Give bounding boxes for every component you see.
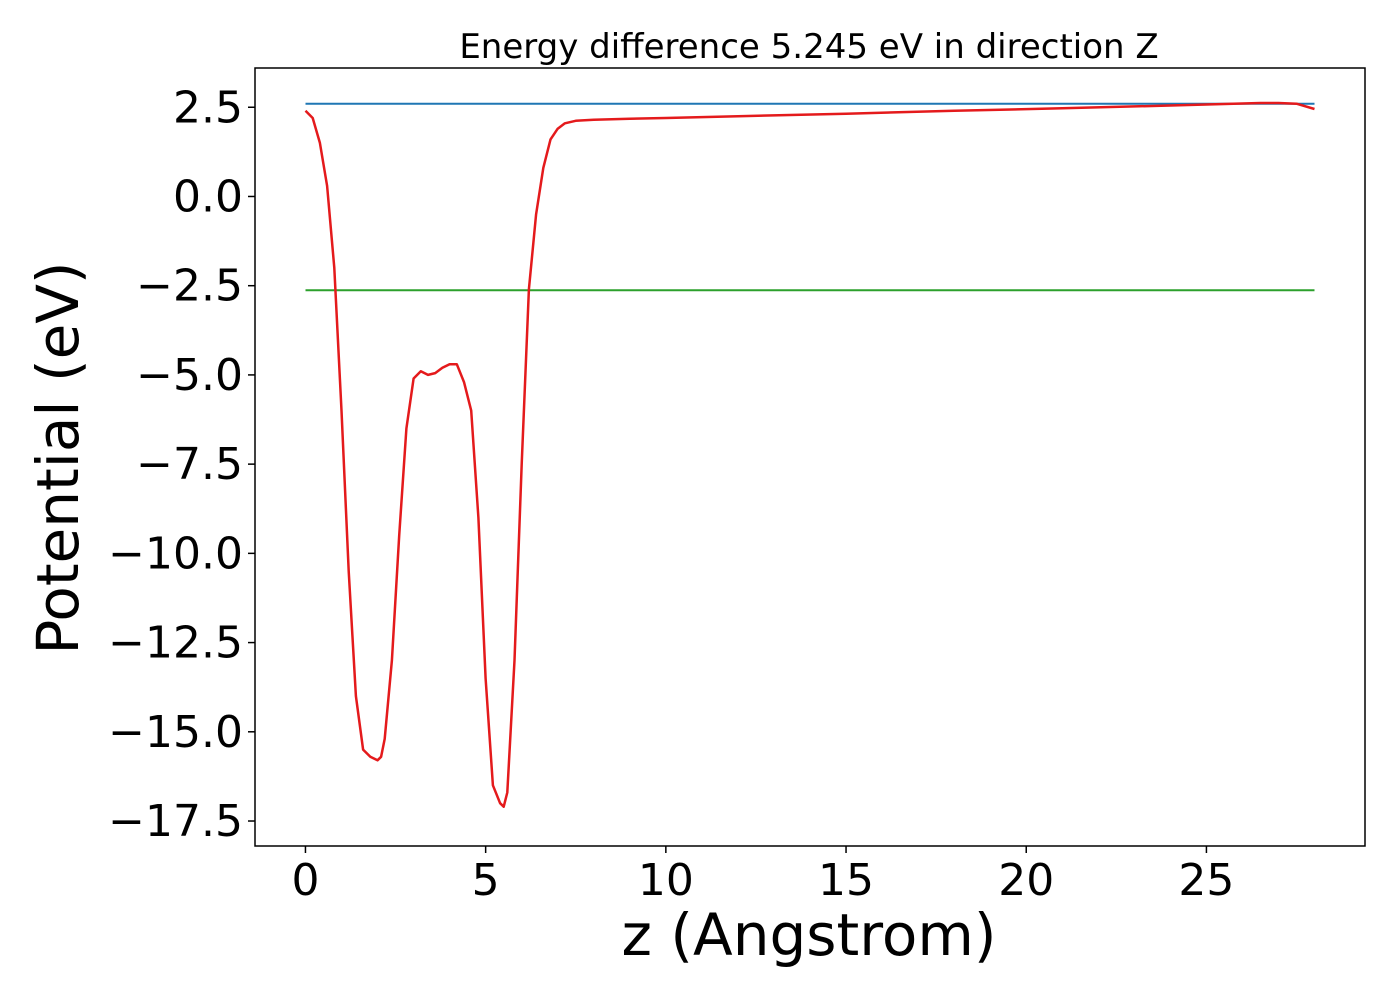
- x-tick-label: 20: [998, 855, 1054, 906]
- y-tick-label: −17.5: [108, 796, 243, 847]
- x-tick-label: 15: [818, 855, 874, 906]
- y-tick-label: −5.0: [136, 350, 243, 401]
- y-tick-label: −2.5: [136, 261, 243, 312]
- y-axis-label: Potential (eV): [24, 261, 92, 654]
- x-tick-label: 0: [291, 855, 319, 906]
- axes-frame: [254, 67, 1366, 847]
- y-tick-label: −7.5: [136, 439, 243, 490]
- x-axis-label: z (Angstrom): [622, 901, 997, 969]
- x-axis: 0 5 10 15 20 25: [291, 846, 1234, 906]
- x-tick-label: 5: [472, 855, 500, 906]
- y-axis: 2.5 0.0 −2.5 −5.0 −7.5 −10.0 −12.5 −15.0 −17.5: [108, 82, 255, 847]
- x-tick-label: 10: [638, 855, 694, 906]
- y-tick-label: 2.5: [173, 82, 243, 133]
- y-tick-label: −10.0: [108, 528, 243, 579]
- y-tick-label: −12.5: [108, 618, 243, 669]
- y-tick-label: −15.0: [108, 707, 243, 758]
- x-tick-label: 25: [1178, 855, 1234, 906]
- series-line-3: [304, 101, 1315, 808]
- plot-area: [304, 101, 1315, 808]
- y-tick-label: 0.0: [173, 171, 243, 222]
- chart-title: Energy difference 5.245 eV in direction …: [459, 27, 1158, 67]
